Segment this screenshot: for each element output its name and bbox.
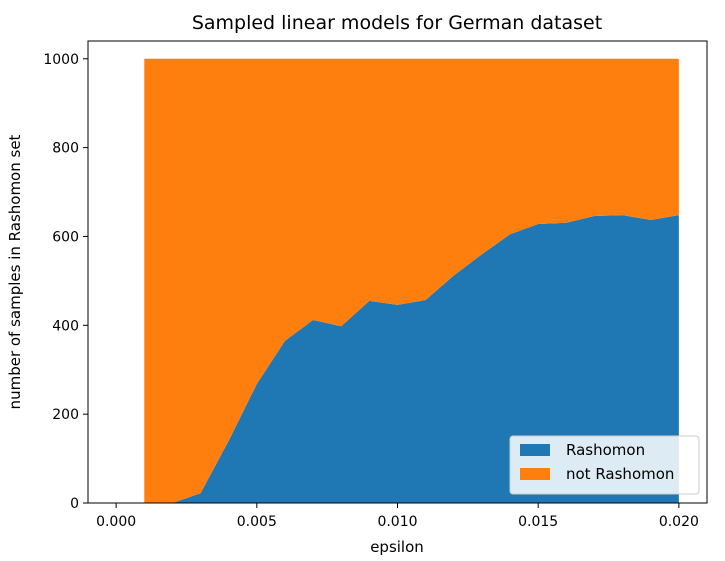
- chart-title: Sampled linear models for German dataset: [192, 12, 602, 34]
- y-tick-label: 600: [52, 229, 79, 245]
- y-tick-label: 1000: [43, 52, 79, 68]
- x-tick-label: 0.005: [237, 514, 277, 530]
- x-tick-label: 0.020: [659, 514, 699, 530]
- y-tick-label: 200: [52, 407, 79, 423]
- y-axis-label: number of samples in Rashomon set: [6, 134, 24, 409]
- legend-label: Rashomon: [566, 441, 645, 459]
- legend-label: not Rashomon: [566, 465, 674, 483]
- area-layer: [144, 58, 679, 504]
- y-tick-label: 0: [70, 496, 79, 512]
- legend-swatch: [520, 444, 550, 456]
- legend: Rashomon not Rashomon: [509, 435, 700, 495]
- x-tick-label: 0.015: [518, 514, 558, 530]
- x-tick-label: 0.010: [377, 514, 417, 530]
- legend-swatch: [520, 468, 550, 480]
- area-series-0: [144, 215, 679, 503]
- legend-box: [509, 435, 700, 495]
- area-series-1: [144, 58, 679, 504]
- x-tick-label: 0.000: [96, 514, 136, 530]
- y-axis-ticks: 0 200 400 600 800 1000: [43, 52, 88, 512]
- x-axis-label: epsilon: [370, 538, 424, 556]
- y-tick-label: 800: [52, 141, 79, 157]
- x-axis-ticks: 0.000 0.005 0.010 0.015 0.020: [96, 503, 699, 530]
- y-tick-label: 400: [52, 318, 79, 334]
